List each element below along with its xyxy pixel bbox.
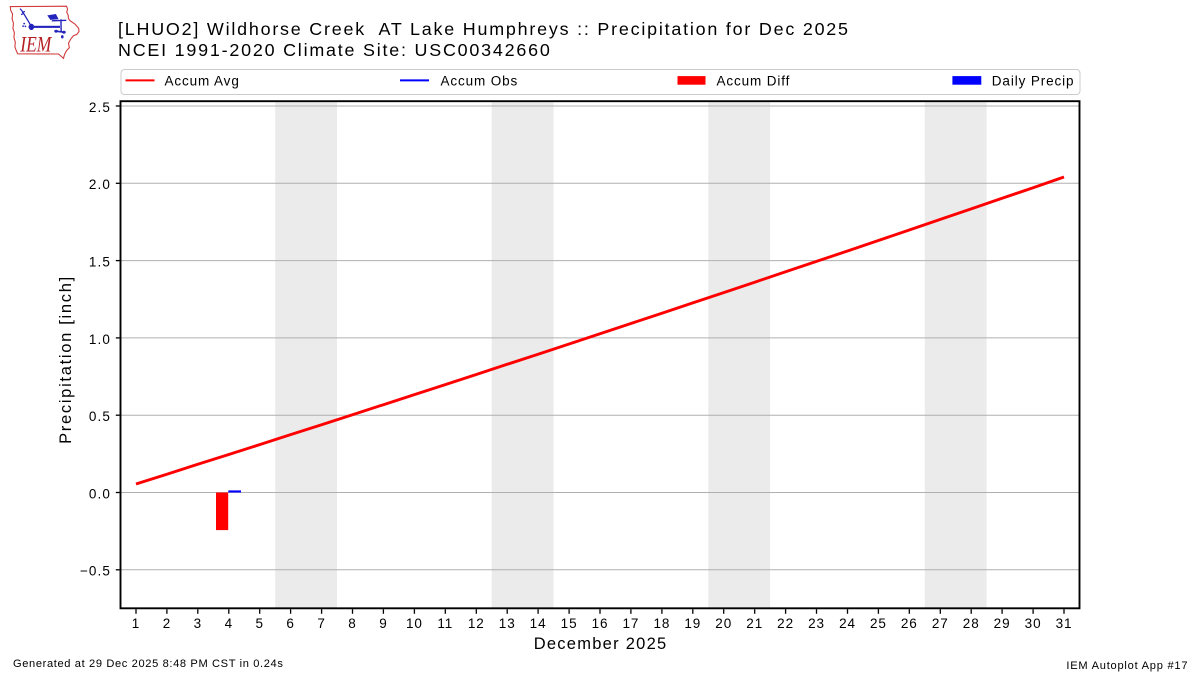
svg-text:1: 1 (132, 616, 140, 631)
svg-text:Accum Avg: Accum Avg (165, 73, 240, 88)
svg-text:12: 12 (468, 616, 485, 631)
svg-text:23: 23 (808, 616, 825, 631)
svg-text:2: 2 (163, 616, 171, 631)
svg-text:17: 17 (622, 616, 639, 631)
svg-text:31: 31 (1056, 616, 1073, 631)
svg-text:0.5: 0.5 (89, 409, 111, 424)
svg-text:27: 27 (932, 616, 949, 631)
svg-text:24: 24 (839, 616, 856, 631)
svg-text:IEM: IEM (19, 32, 52, 57)
svg-text:3: 3 (194, 616, 202, 631)
svg-text:20: 20 (715, 616, 732, 631)
svg-text:1.5: 1.5 (89, 255, 111, 270)
svg-text:6: 6 (286, 616, 294, 631)
svg-text:26: 26 (901, 616, 918, 631)
svg-text:15: 15 (561, 616, 578, 631)
svg-text:−0.5: −0.5 (80, 564, 111, 579)
svg-text:Daily Precip: Daily Precip (992, 73, 1075, 88)
svg-text:7: 7 (317, 616, 325, 631)
svg-text:18: 18 (653, 616, 670, 631)
svg-text:9: 9 (379, 616, 387, 631)
svg-text:10: 10 (406, 616, 423, 631)
svg-text:13: 13 (499, 616, 516, 631)
svg-text:8: 8 (348, 616, 356, 631)
svg-text:2.5: 2.5 (89, 100, 111, 115)
svg-text:IEM Autoplot App #17: IEM Autoplot App #17 (1066, 660, 1188, 672)
svg-text:Generated at 29 Dec 2025 8:48: Generated at 29 Dec 2025 8:48 PM CST in … (13, 658, 284, 670)
svg-text:5: 5 (255, 616, 263, 631)
svg-text:22: 22 (777, 616, 794, 631)
svg-text:Precipitation [inch]: Precipitation [inch] (57, 275, 75, 444)
svg-text:Accum Obs: Accum Obs (441, 73, 519, 88)
svg-text:16: 16 (592, 616, 609, 631)
svg-text:30: 30 (1025, 616, 1042, 631)
svg-text:1.0: 1.0 (89, 332, 111, 347)
svg-text:25: 25 (870, 616, 887, 631)
svg-text:19: 19 (684, 616, 701, 631)
svg-text:29: 29 (994, 616, 1011, 631)
svg-text:December 2025: December 2025 (534, 635, 668, 653)
svg-text:14: 14 (530, 616, 547, 631)
svg-text:0.0: 0.0 (89, 486, 111, 501)
svg-text:2.0: 2.0 (89, 177, 111, 192)
svg-text:28: 28 (963, 616, 980, 631)
svg-text:21: 21 (746, 616, 763, 631)
svg-text:4: 4 (225, 616, 233, 631)
svg-text:Accum Diff: Accum Diff (717, 73, 791, 88)
svg-text:11: 11 (437, 616, 453, 631)
